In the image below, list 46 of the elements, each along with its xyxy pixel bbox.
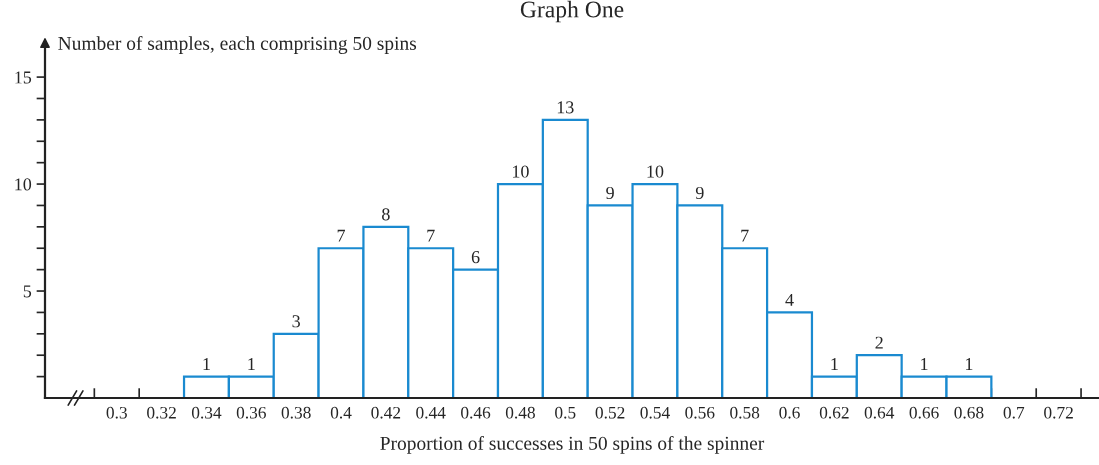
y-tick-label: 10 (15, 178, 32, 191)
x-tick-label: 0.5 (555, 406, 576, 419)
data-label: 4 (785, 293, 794, 306)
y-tick-label: 5 (23, 285, 32, 298)
x-tick-label: 0.72 (1044, 406, 1073, 419)
chart-title: Graph One (520, 0, 624, 23)
data-label: 7 (427, 229, 435, 242)
data-label: 1 (921, 358, 928, 370)
x-tick-label: 0.38 (281, 406, 311, 419)
x-tick-label: 0.32 (147, 406, 176, 419)
x-tick-label: 0.62 (819, 406, 849, 419)
x-tick-label: 0.36 (236, 406, 266, 419)
data-label: 8 (382, 208, 390, 221)
data-label: 10 (512, 165, 529, 178)
x-tick-label: 0.4 (330, 406, 352, 419)
x-tick-label: 0.64 (864, 406, 895, 419)
x-tick-label: 0.66 (909, 406, 939, 419)
x-tick-label: 0.46 (461, 406, 491, 419)
data-label: 3 (292, 315, 300, 328)
x-tick-label: 0.48 (505, 406, 535, 419)
data-label: 7 (741, 229, 749, 242)
data-label: 10 (647, 165, 664, 178)
y-tick-label: 15 (15, 71, 32, 84)
x-tick-label: 0.7 (1003, 406, 1025, 419)
data-label: 1 (248, 358, 255, 370)
data-label: 9 (606, 186, 614, 200)
data-label: 7 (337, 229, 346, 242)
x-tick-label: 0.54 (640, 406, 670, 419)
x-tick-label: 0.42 (371, 406, 401, 419)
data-label: 1 (966, 358, 973, 370)
x-tick-label: 0.34 (191, 406, 222, 419)
data-label: 1 (831, 358, 838, 370)
data-label: 13 (557, 101, 574, 114)
x-tick-label: 0.56 (685, 406, 715, 419)
data-label: 1 (203, 358, 210, 370)
x-tick-label: 0.52 (595, 406, 625, 419)
x-tick-label: 0.3 (106, 406, 127, 419)
x-tick-label: 0.58 (730, 406, 760, 419)
x-tick-label: 0.6 (779, 406, 800, 419)
y-axis-title: Number of samples, each comprising 50 spins (58, 36, 417, 54)
x-tick-label: 0.68 (954, 406, 984, 419)
data-label: 2 (875, 336, 883, 349)
x-axis-title: Proportion of successes in 50 spins of the spinner (380, 435, 765, 454)
data-label: 9 (695, 186, 704, 200)
x-tick-label: 0.44 (416, 406, 446, 419)
data-label: 6 (471, 251, 480, 264)
